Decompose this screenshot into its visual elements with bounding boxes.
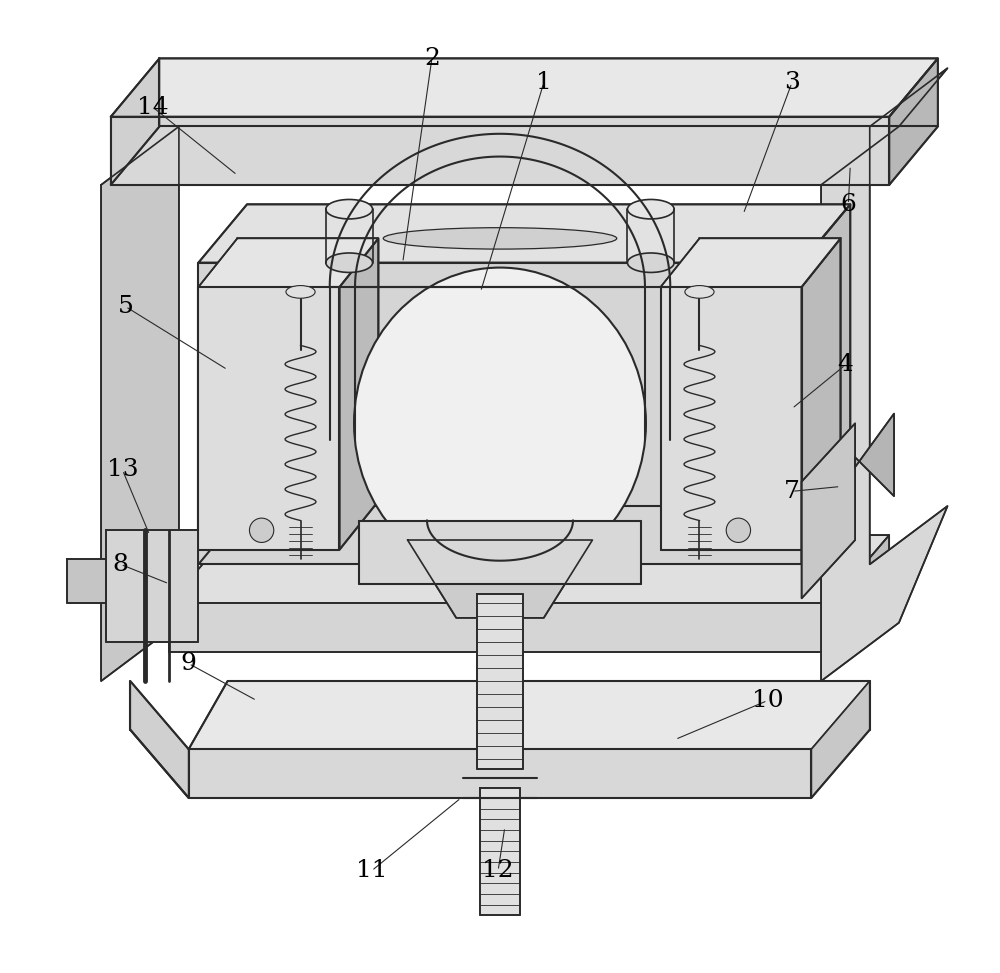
Text: 6: 6 [840,193,856,216]
Polygon shape [802,238,841,550]
Polygon shape [106,530,198,642]
Ellipse shape [726,518,751,543]
Text: 5: 5 [117,295,133,318]
Ellipse shape [326,253,373,272]
Polygon shape [198,238,378,287]
Polygon shape [855,414,894,496]
Polygon shape [359,521,641,584]
Text: 9: 9 [181,652,197,675]
Ellipse shape [383,228,617,249]
Text: 1: 1 [536,71,552,94]
Polygon shape [198,263,802,564]
Text: 10: 10 [752,689,783,712]
Text: 4: 4 [837,353,853,377]
Text: 14: 14 [137,95,168,119]
Polygon shape [821,68,948,681]
Ellipse shape [627,253,674,272]
Polygon shape [169,535,889,603]
Polygon shape [811,681,870,798]
Polygon shape [661,287,802,550]
Polygon shape [101,126,179,681]
Polygon shape [111,58,159,185]
Polygon shape [111,58,938,117]
Polygon shape [661,238,841,287]
Polygon shape [189,749,811,798]
Text: 8: 8 [113,553,128,576]
Ellipse shape [627,199,674,219]
Text: 7: 7 [784,480,800,503]
Text: 3: 3 [784,71,800,94]
Polygon shape [198,287,339,550]
Text: 13: 13 [107,458,138,482]
Text: 11: 11 [356,859,387,883]
Polygon shape [477,594,523,769]
Polygon shape [339,238,378,550]
Polygon shape [189,681,870,749]
Polygon shape [169,603,831,652]
Polygon shape [831,535,889,652]
Ellipse shape [354,268,646,579]
Ellipse shape [326,199,373,219]
Ellipse shape [249,518,274,543]
Polygon shape [802,204,850,564]
Polygon shape [408,540,592,618]
Polygon shape [802,423,855,598]
Text: 12: 12 [482,859,514,883]
Polygon shape [111,117,889,185]
Polygon shape [480,788,520,915]
Polygon shape [67,559,106,603]
Text: 2: 2 [424,47,440,70]
Polygon shape [889,58,938,185]
Polygon shape [130,681,189,798]
Polygon shape [198,204,850,263]
Ellipse shape [286,286,315,298]
Ellipse shape [685,286,714,298]
